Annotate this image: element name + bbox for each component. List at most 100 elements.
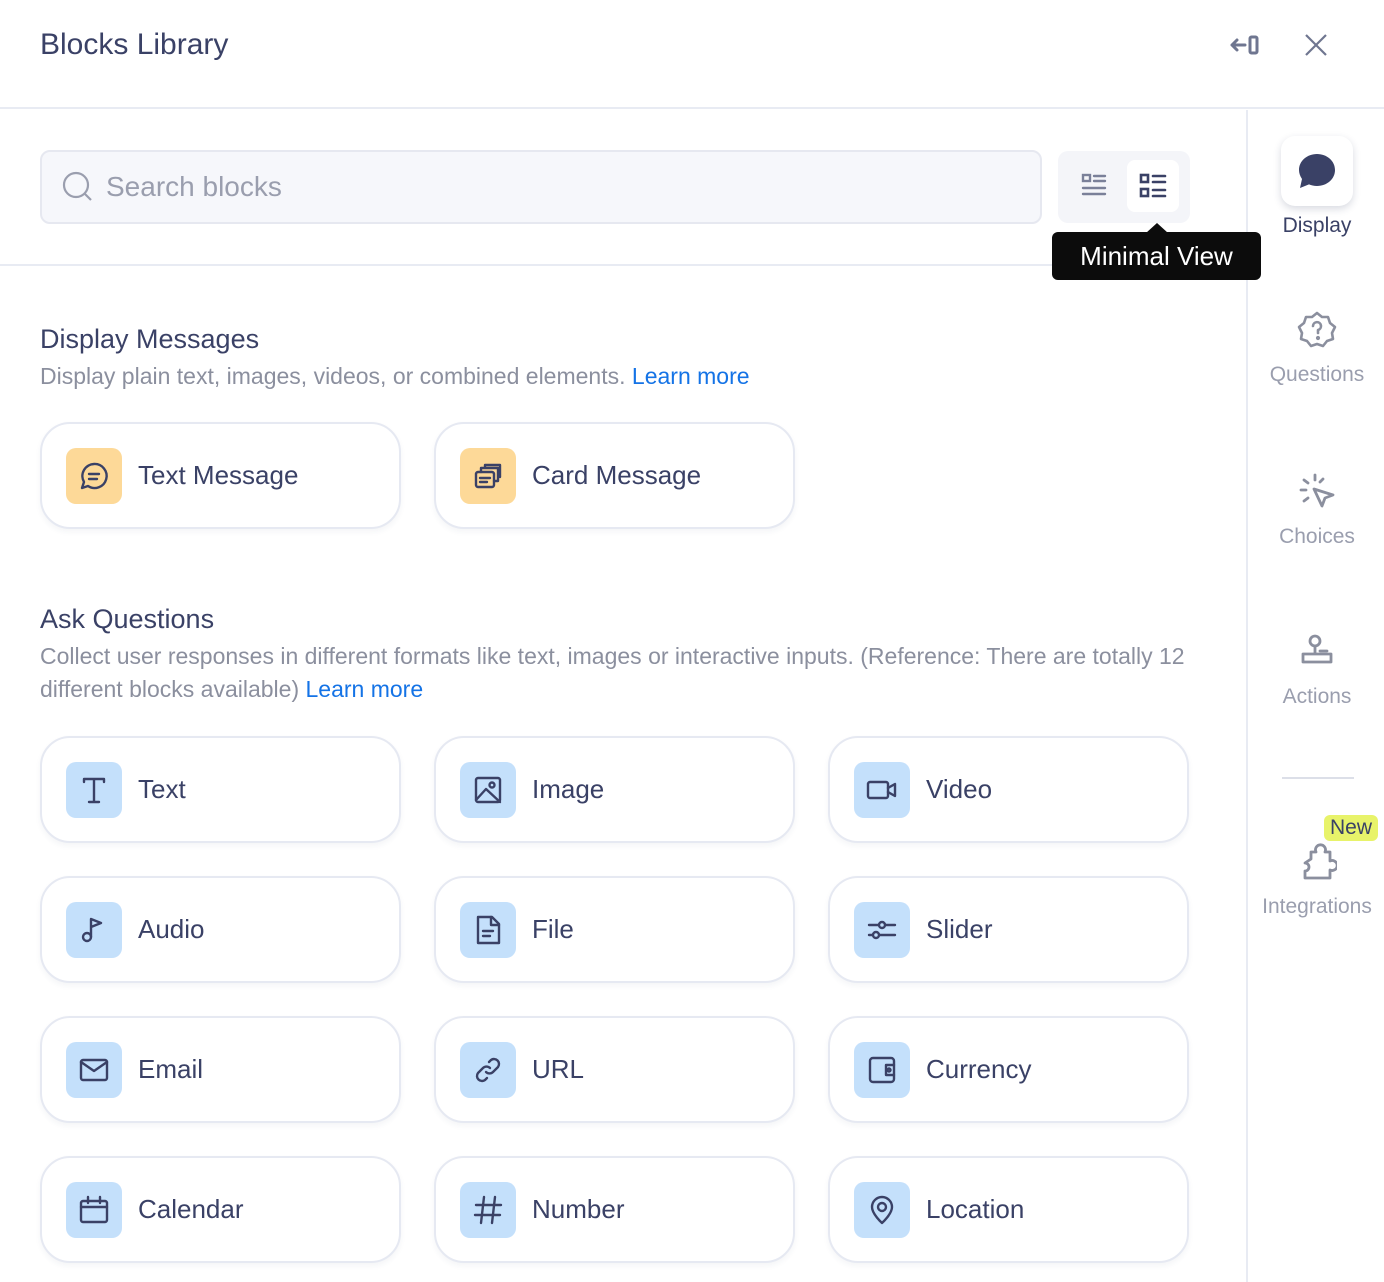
block-icon-box: [854, 1181, 910, 1238]
page-title: Blocks Library: [40, 28, 229, 61]
block-label: Number: [532, 1194, 625, 1224]
puzzle-icon: [1303, 843, 1339, 880]
block-icon-box: [66, 1181, 122, 1238]
image-icon: [474, 776, 502, 803]
video-icon: [866, 780, 897, 799]
section-description: Collect user responses in different form…: [40, 640, 1200, 706]
list-view-icon: [1081, 173, 1107, 196]
block-location[interactable]: Location: [828, 1156, 1189, 1263]
block-card-message[interactable]: Card Message: [434, 422, 795, 529]
close-button[interactable]: [1299, 28, 1333, 62]
rail-item-choices[interactable]: Choices: [1248, 472, 1384, 549]
section-description: Display plain text, images, videos, or c…: [40, 360, 1200, 393]
block-label: Video: [926, 774, 993, 804]
block-icon-box: [66, 901, 122, 958]
block-icon-box: [66, 761, 122, 818]
wallet-icon: [868, 1056, 896, 1083]
cards-icon: [474, 463, 502, 488]
block-label: Image: [532, 774, 605, 804]
description-text: Display plain text, images, videos, or c…: [40, 363, 626, 389]
hash-icon: [473, 1195, 503, 1224]
stamp-icon: [1301, 634, 1333, 664]
block-label: Text Message: [138, 460, 299, 490]
calendar-icon: [79, 1195, 109, 1223]
new-badge: New: [1324, 815, 1379, 841]
block-label: Location: [926, 1194, 1025, 1224]
block-icon-box: [854, 1041, 910, 1098]
divider: [0, 264, 1246, 266]
description-text: Collect user responses in different form…: [40, 643, 1185, 702]
search-icon: [62, 171, 92, 201]
block-email[interactable]: Email: [40, 1016, 401, 1123]
search-box[interactable]: [40, 150, 1042, 224]
block-label: Currency: [926, 1054, 1032, 1084]
blocks-panel: Display Messages Display plain text, imag…: [0, 110, 1246, 1282]
rail-item-actions[interactable]: Actions: [1248, 632, 1384, 709]
rail-label: Questions: [1269, 363, 1365, 386]
block-label: Audio: [138, 914, 205, 944]
block-icon-box: [460, 761, 516, 818]
rail-label: Choices: [1279, 525, 1355, 548]
block-calendar[interactable]: Calendar: [40, 1156, 401, 1263]
block-label: Calendar: [138, 1194, 244, 1224]
pin-icon: [870, 1195, 894, 1224]
block-url[interactable]: URL: [434, 1016, 795, 1123]
block-icon-box: [66, 447, 122, 504]
block-label: Card Message: [532, 460, 702, 490]
mail-icon: [79, 1058, 109, 1081]
learn-more-link[interactable]: Learn more: [631, 363, 750, 389]
block-icon-box: [66, 1041, 122, 1098]
block-label: Email: [138, 1054, 204, 1084]
view-toggle: [1058, 151, 1190, 223]
learn-more-link[interactable]: Learn more: [305, 676, 424, 702]
detailed-view-button[interactable]: [1068, 160, 1120, 212]
block-label: File: [532, 914, 574, 944]
search-input[interactable]: [106, 171, 1006, 203]
close-icon: [1305, 34, 1327, 56]
music-icon: [81, 917, 103, 942]
click-cursor-icon: [1299, 473, 1335, 508]
rail-label: Actions: [1282, 685, 1352, 708]
rail-label: Display: [1282, 214, 1352, 237]
rail-item-questions[interactable]: Questions: [1248, 310, 1384, 387]
section-title: Display Messages: [40, 324, 260, 354]
minimal-view-button[interactable]: [1127, 160, 1179, 212]
link-icon: [475, 1057, 501, 1082]
rail-item-integrations[interactable]: Integrations: [1248, 842, 1384, 919]
block-icon-box: [460, 1041, 516, 1098]
rail-divider: [1282, 777, 1354, 779]
block-icon-box: [854, 901, 910, 958]
block-image[interactable]: Image: [434, 736, 795, 843]
slider-icon: [867, 920, 897, 939]
block-label: Slider: [926, 914, 993, 944]
chat-bubble-icon: [1299, 154, 1335, 188]
rail-label: Integrations: [1262, 895, 1372, 918]
block-icon-box: [460, 447, 516, 504]
collapse-panel-icon: [1230, 35, 1259, 55]
block-number[interactable]: Number: [434, 1156, 795, 1263]
block-slider[interactable]: Slider: [828, 876, 1189, 983]
display-icon-box: [1281, 136, 1353, 206]
section-title: Ask Questions: [40, 604, 215, 634]
block-label: URL: [532, 1054, 585, 1084]
block-audio[interactable]: Audio: [40, 876, 401, 983]
block-icon-box: [460, 1181, 516, 1238]
category-rail: Display Questions Choices Actions Integr…: [1246, 110, 1384, 1282]
header: Blocks Library: [0, 0, 1384, 109]
block-text-message[interactable]: Text Message: [40, 422, 401, 529]
rail-item-display[interactable]: Display: [1248, 136, 1384, 238]
chat-lines-icon: [80, 462, 108, 489]
block-file[interactable]: File: [434, 876, 795, 983]
block-icon-box: [854, 761, 910, 818]
grid-list-icon: [1139, 173, 1167, 198]
question-badge-icon: [1297, 311, 1337, 348]
tooltip: Minimal View: [1052, 223, 1261, 280]
text-t-icon: [82, 777, 106, 803]
collapse-panel-button[interactable]: [1228, 28, 1262, 62]
block-text[interactable]: Text: [40, 736, 401, 843]
file-icon: [476, 915, 501, 944]
block-label: Text: [138, 774, 186, 804]
block-video[interactable]: Video: [828, 736, 1189, 843]
block-icon-box: [460, 901, 516, 958]
block-currency[interactable]: Currency: [828, 1016, 1189, 1123]
